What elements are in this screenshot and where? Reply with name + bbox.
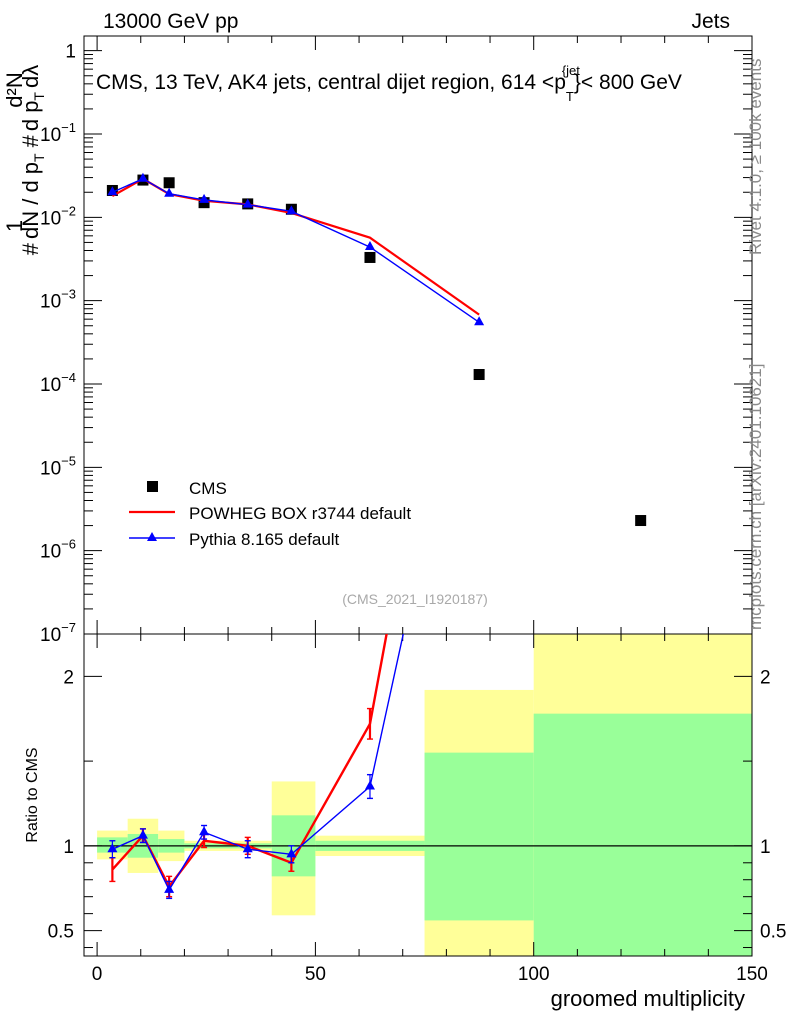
ratio-pythia-point <box>364 780 375 790</box>
ratio-pythia-point <box>242 843 253 853</box>
legend-cms-label: CMS <box>189 479 227 498</box>
uncertainty-band-green <box>533 713 752 956</box>
ratio-y-tick-label-right: 1 <box>760 837 771 858</box>
pythia-point <box>474 316 485 326</box>
analysis-id: (CMS_2021_I1920187) <box>342 591 488 607</box>
ratio-y-tick-label-right: 0.5 <box>760 922 786 943</box>
plot-title-text-end: }< 800 GeV <box>574 71 682 94</box>
header-right: Jets <box>691 10 730 33</box>
ratio-y-tick-label: 2 <box>63 667 74 688</box>
y-tick-label: 1 <box>65 42 76 63</box>
ratio-pythia-point <box>199 826 210 836</box>
uncertainty-band-green <box>424 752 534 921</box>
x-tick-label: 50 <box>305 964 326 985</box>
cms-data-point <box>635 515 647 527</box>
mcplots-url-text: mcplots.cern.ch [arXiv:2401.10621] <box>746 364 765 630</box>
y-tick-label: 10−2 <box>40 203 76 229</box>
pythia-point <box>164 187 175 197</box>
ratio-pythia-point <box>286 848 297 858</box>
plot-title-sub-t: T <box>566 89 574 104</box>
x-tick-label: 150 <box>736 964 768 985</box>
y-tick-label: 10−7 <box>40 620 76 646</box>
plot-title: CMS, 13 TeV, AK4 jets, central dijet reg… <box>96 63 682 104</box>
plot-title-sup-jet: {jet <box>562 63 580 78</box>
y-tick-label: 10−3 <box>40 287 76 313</box>
pythia-point <box>242 198 253 208</box>
main-plot-frame <box>83 35 753 635</box>
ratio-plot-frame <box>83 633 753 957</box>
legend-pythia-label: Pythia 8.165 default <box>189 530 340 549</box>
ratio-y-tick-label-right: 2 <box>760 667 771 688</box>
legend-pythia-marker <box>147 532 157 541</box>
ratio-plot-panel: 0.5 0.5 1 1 2 2 0 50 100 150 Ratio to CMS groomed… <box>24 633 786 1011</box>
y-tick-label: 10−4 <box>40 370 76 396</box>
cms-data-point <box>163 177 175 189</box>
cms-data-point <box>364 251 376 263</box>
svg-text:1: 1 <box>2 220 27 232</box>
y-tick-label: 10−5 <box>40 453 76 479</box>
ratio-y-tick-label: 1 <box>63 837 74 858</box>
x-tick-label: 0 <box>92 964 103 985</box>
y-tick-label: 10−6 <box>40 537 76 563</box>
pythia-point <box>364 241 375 251</box>
y-tick-label: 10−1 <box>40 120 76 146</box>
svg-text:d²N: d²N <box>2 72 27 107</box>
ratio-y-axis-label: Ratio to CMS <box>24 747 41 842</box>
ratio-pythia-point <box>137 829 148 839</box>
legend-cms-marker <box>147 481 158 492</box>
ratio-line-pythia <box>112 634 404 892</box>
rivet-version-text: Rivet 4.1.0, ≥ 100k events <box>746 59 765 255</box>
legend-powheg-label: POWHEG BOX r3744 default <box>189 504 411 523</box>
x-tick-label: 100 <box>518 964 550 985</box>
header-left: 13000 GeV pp <box>103 10 238 33</box>
main-y-axis-label: #dN / d pT#d pTdλ 1 d²N <box>2 65 47 256</box>
cms-data-point <box>473 369 485 381</box>
plot-title-text: CMS, 13 TeV, AK4 jets, central dijet reg… <box>96 71 566 94</box>
x-axis-label: groomed multiplicity <box>551 986 745 1011</box>
ratio-y-tick-label: 0.5 <box>48 922 74 943</box>
pythia-point <box>286 205 297 215</box>
pythia-point <box>137 172 148 182</box>
legend: CMS POWHEG BOX r3744 default Pythia 8.16… <box>129 479 411 549</box>
ratio-pythia-point <box>164 883 175 893</box>
pythia-point <box>199 193 210 203</box>
ratio-pythia-point <box>107 843 118 853</box>
pythia-point <box>107 186 118 196</box>
main-plot-panel: 10−7 10−6 10−5 10−4 10−3 10−2 10−1 1 CMS, 13 Te… <box>2 35 753 646</box>
svg-text:#dN / d pT#d pTdλ: #dN / d pT#d pTdλ <box>18 65 47 256</box>
